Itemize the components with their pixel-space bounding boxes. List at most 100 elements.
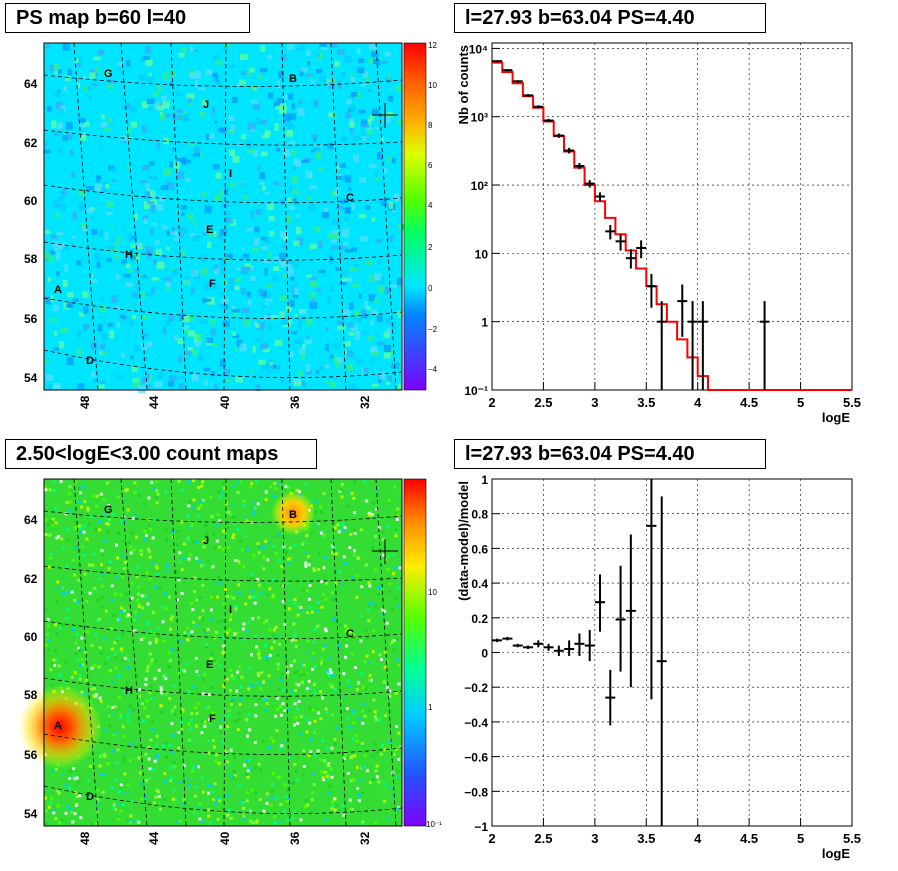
count-map-marker-cross [372, 539, 398, 564]
data-point [697, 301, 708, 390]
ps-cbar-label-4: 4 [428, 201, 433, 210]
ps-x-tick-48: 48 [78, 395, 92, 409]
ct-source-e: E [206, 659, 213, 671]
y-tick-label: 10² [471, 179, 488, 193]
data-point [502, 69, 513, 72]
ct-source-j: J [203, 535, 209, 547]
ps-map-panel [43, 42, 427, 394]
ct-y-tick-62: 62 [24, 572, 38, 586]
data-point [564, 147, 575, 154]
y-tick-label: 0.4 [471, 577, 488, 591]
count-map-coordinate-grid [43, 478, 403, 827]
residual-point [574, 633, 585, 656]
ps-map-frame [43, 42, 403, 391]
ps-cbar-label-m2: −2 [428, 325, 438, 334]
ps-map-colorbar [403, 42, 427, 391]
residual-point [605, 669, 616, 726]
ps-source-c: C [346, 192, 354, 204]
x-tick-label: 4 [694, 395, 702, 410]
y-tick-label: −0.6 [464, 751, 488, 765]
y-tick-label: −0.8 [464, 785, 488, 799]
count-map-panel [18, 478, 427, 827]
ct-source-b: B [289, 509, 297, 521]
residual-point [595, 574, 605, 632]
ct-source-d: D [86, 791, 94, 803]
source-a-blob [18, 685, 102, 769]
y-tick-label: 1 [481, 316, 488, 330]
ct-source-h: H [125, 685, 133, 697]
ps-x-tick-32: 32 [358, 395, 372, 409]
data-point [595, 192, 605, 202]
count-map-frame [43, 478, 403, 827]
x-tick-label: 4.5 [740, 395, 758, 410]
ct-source-a: A [54, 720, 62, 732]
residual-point [492, 638, 503, 643]
residual-point [615, 565, 626, 672]
x-tick-label: 3.5 [637, 831, 655, 846]
residuals-chart: 2 2.5 3 3.5 4 4.5 5 5.5 −1 −0.8 −0.6 −0.4 −0.2 0 0.2 0.… [456, 473, 861, 861]
data-point [625, 249, 636, 269]
x-tick-label: 5 [797, 831, 804, 846]
ct-x-tick-48: 48 [78, 831, 92, 845]
ps-cbar-label-12: 12 [428, 41, 437, 50]
y-tick-label: −1 [474, 820, 488, 834]
ct-y-tick-64: 64 [24, 513, 38, 527]
ct-cbar-label-10: 10 [428, 588, 437, 597]
count-map-colorbar [403, 478, 427, 827]
y-tick-label: 10⁴ [469, 42, 488, 56]
title-residuals: l=27.93 b=63.04 PS=4.40 [454, 439, 766, 469]
ps-y-tick-64: 64 [24, 77, 38, 91]
counts-spectrum-chart: 2 2.5 3 3.5 4 4.5 5 5.5 10⁻¹ 1 10 10² 10³ 10⁴ logE Nb o… [456, 42, 861, 425]
ps-x-tick-44: 44 [147, 395, 161, 409]
title-spectrum: l=27.93 b=63.04 PS=4.40 [454, 3, 766, 33]
data-point [584, 180, 595, 188]
data-point [615, 234, 626, 251]
ct-cbar-label-0p1: 10⁻¹ [426, 820, 442, 829]
x-tick-label: 3 [591, 395, 598, 410]
ps-y-tick-60: 60 [24, 194, 38, 208]
ct-x-tick-36: 36 [288, 831, 302, 845]
ct-y-tick-56: 56 [24, 748, 38, 762]
ps-cbar-label-m4: −4 [428, 365, 438, 374]
residual-point [553, 645, 564, 656]
x-tick-label: 4.5 [740, 831, 758, 846]
x-tick-label: 2.5 [534, 831, 552, 846]
y-axis-label: Nb of counts [456, 45, 471, 124]
y-tick-label: 0.2 [471, 612, 488, 626]
ct-source-f: F [209, 713, 216, 725]
plot-frame [491, 478, 853, 827]
data-point [553, 133, 564, 138]
ps-cbar-label-6: 6 [428, 161, 433, 170]
data-point [574, 163, 585, 170]
y-tick-label: −0.2 [464, 681, 488, 695]
residual-point [523, 645, 533, 650]
ps-source-e: E [206, 224, 213, 236]
ct-y-tick-54: 54 [24, 807, 38, 821]
ps-source-h: H [125, 249, 133, 261]
x-axis-label: logE [822, 410, 850, 425]
ps-source-i: I [229, 168, 232, 180]
ct-source-c: C [346, 628, 354, 640]
ps-map-coordinate-grid [43, 42, 403, 391]
x-tick-label: 2 [488, 831, 495, 846]
x-tick-label: 2 [488, 395, 495, 410]
ct-source-i: I [229, 604, 232, 616]
x-tick-label: 3 [591, 831, 598, 846]
data-point [677, 284, 688, 337]
data-point [605, 225, 616, 240]
ps-source-b: B [289, 73, 297, 85]
y-tick-label: 0.8 [471, 508, 488, 522]
residual-point [543, 643, 554, 651]
x-tick-label: 2.5 [534, 395, 552, 410]
ps-cbar-label-2: 2 [428, 243, 433, 252]
ct-y-tick-58: 58 [24, 688, 38, 702]
residual-point [512, 643, 523, 648]
y-tick-label: −0.4 [464, 716, 488, 730]
y-tick-label: 10 [475, 247, 489, 261]
residual-point [584, 629, 595, 662]
y-tick-label: 0 [481, 647, 488, 661]
data-point [543, 118, 554, 123]
ct-x-tick-44: 44 [147, 831, 161, 845]
ps-source-f: F [209, 278, 216, 290]
